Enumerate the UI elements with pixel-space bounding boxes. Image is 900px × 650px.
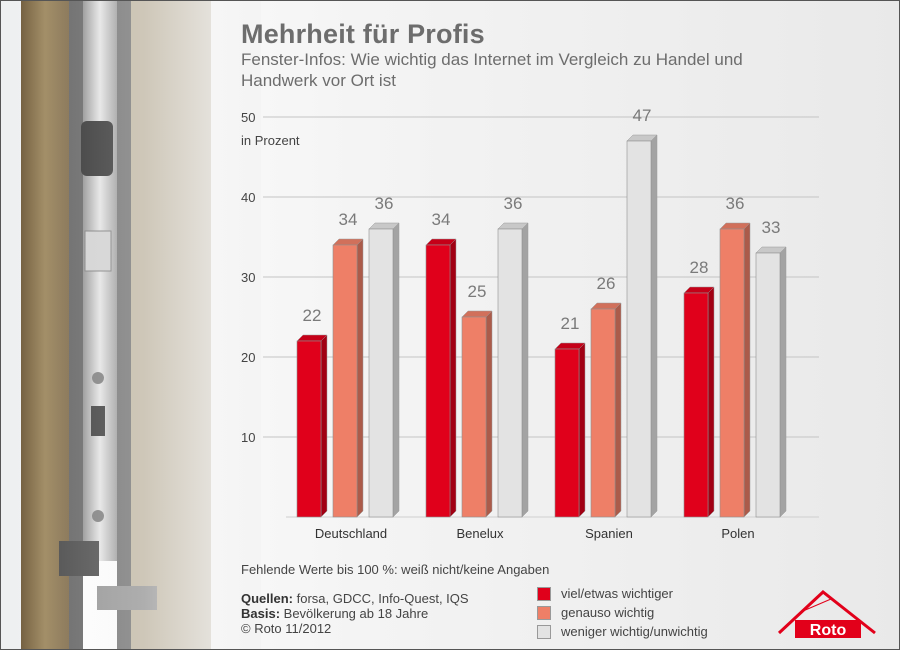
bar xyxy=(461,316,487,518)
legend-swatch xyxy=(537,586,551,601)
bars-layer: 22 34 36 Deutschland 34 25 36 Benelux 21 26 47 Span… xyxy=(296,106,787,541)
bar xyxy=(590,308,616,518)
bar xyxy=(497,228,523,518)
bar-side xyxy=(614,302,622,518)
legend-label: weniger wichtig/unwichtig xyxy=(561,624,708,639)
bar xyxy=(683,292,709,518)
legend-swatch xyxy=(537,624,551,639)
legend-swatch xyxy=(537,605,551,620)
copyright: © Roto 11/2012 xyxy=(241,621,332,636)
y-tick-label: 50 xyxy=(241,110,255,125)
sources-label: Quellen: xyxy=(241,591,294,606)
bar-value-label: 22 xyxy=(303,306,322,325)
bar-side xyxy=(485,310,493,518)
bar xyxy=(368,228,394,518)
bar-value-label: 36 xyxy=(726,194,745,213)
basis-line: Basis: Bevölkerung ab 18 Jahre xyxy=(241,606,469,621)
chart-title: Mehrheit für Profis xyxy=(241,19,485,49)
bar xyxy=(719,228,745,518)
legend-item: weniger wichtig/unwichtig xyxy=(537,622,708,641)
footnote: Fehlende Werte bis 100 %: weiß nicht/kei… xyxy=(241,562,550,577)
bar xyxy=(425,244,451,518)
y-tick-label: 40 xyxy=(241,190,255,205)
y-tick-label: 20 xyxy=(241,350,255,365)
window-fitting-photo xyxy=(1,1,261,649)
bar-side xyxy=(650,134,658,518)
category-label: Deutschland xyxy=(315,526,387,541)
basis-label: Basis: xyxy=(241,606,281,621)
bar-side xyxy=(707,286,715,518)
bar-side xyxy=(743,222,751,518)
bar-value-label: 36 xyxy=(375,194,394,213)
bar-side xyxy=(779,246,787,518)
bar-value-label: 47 xyxy=(633,106,652,125)
bar-side xyxy=(521,222,529,518)
category-label: Benelux xyxy=(457,526,504,541)
legend: viel/etwas wichtiger genauso wichtig wenig… xyxy=(537,584,708,641)
bar-value-label: 36 xyxy=(504,194,523,213)
legend-label: genauso wichtig xyxy=(561,605,655,620)
bar xyxy=(554,348,580,518)
category-label: Polen xyxy=(721,526,754,541)
bar-value-label: 25 xyxy=(468,282,487,301)
bar xyxy=(626,140,652,518)
legend-item: viel/etwas wichtiger xyxy=(537,584,708,603)
basis-text: Bevölkerung ab 18 Jahre xyxy=(280,606,429,621)
chart-subtitle: Fenster-Infos: Wie wichtig das Internet … xyxy=(241,50,743,90)
bar-value-label: 34 xyxy=(432,210,451,229)
bar-side xyxy=(449,238,457,518)
bar-value-label: 21 xyxy=(561,314,580,333)
bar-side xyxy=(392,222,400,518)
bar-value-label: 28 xyxy=(690,258,709,277)
bar xyxy=(296,340,322,518)
sources-line: Quellen: forsa, GDCC, Info-Quest, IQS xyxy=(241,591,469,606)
y-unit-label: in Prozent xyxy=(241,133,300,148)
bar-side xyxy=(320,334,328,518)
sources-block: Quellen: forsa, GDCC, Info-Quest, IQS Ba… xyxy=(241,591,469,636)
bar-side xyxy=(578,342,586,518)
roto-logo: Roto xyxy=(777,590,876,639)
legend-item: genauso wichtig xyxy=(537,603,708,622)
bar xyxy=(332,244,358,518)
category-label: Spanien xyxy=(585,526,633,541)
y-tick-label: 30 xyxy=(241,270,255,285)
logo-text: Roto xyxy=(810,622,847,639)
bar-side xyxy=(356,238,364,518)
y-tick-label: 10 xyxy=(241,430,255,445)
bar-value-label: 26 xyxy=(597,274,616,293)
bar xyxy=(755,252,781,518)
legend-label: viel/etwas wichtiger xyxy=(561,586,673,601)
bar-value-label: 33 xyxy=(762,218,781,237)
sources-text: forsa, GDCC, Info-Quest, IQS xyxy=(293,591,469,606)
bar-value-label: 34 xyxy=(339,210,358,229)
